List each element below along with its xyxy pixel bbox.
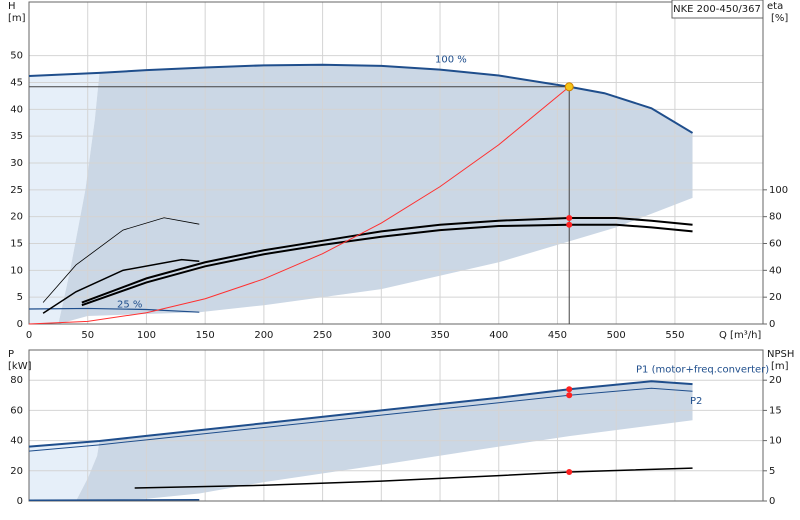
x-tick-label: 450	[548, 330, 567, 341]
x-tick-label: 150	[196, 330, 215, 341]
y-axis-unit: [kW]	[8, 361, 32, 372]
x-tick-label: 100	[137, 330, 156, 341]
y2-tick-label: 10	[769, 436, 782, 447]
y2-axis-label: NPSH	[767, 349, 794, 360]
operating-point	[566, 392, 573, 399]
y2-tick-label: 5	[769, 466, 775, 477]
y-tick-label: 60	[10, 405, 23, 416]
curve	[134, 467, 693, 489]
y-tick-label: 20	[10, 466, 23, 477]
operating-region	[29, 72, 100, 324]
y2-tick-label: 15	[769, 405, 782, 416]
x-tick-label: 550	[665, 330, 684, 341]
y-tick-label: 30	[10, 158, 23, 169]
x-tick-label: 250	[313, 330, 332, 341]
operating-point	[566, 386, 573, 393]
x-tick-label: 0	[26, 330, 32, 341]
y2-axis-unit: [m]	[771, 361, 789, 372]
y-tick-label: 45	[10, 78, 23, 89]
x-tick-label: 200	[254, 330, 273, 341]
curve	[42, 217, 200, 303]
curve-label: 100 %	[435, 55, 467, 66]
y-tick-label: 40	[10, 104, 23, 115]
y2-tick-label: 20	[769, 292, 782, 303]
y-tick-label: 0	[17, 496, 23, 507]
y-axis-unit: [m]	[8, 13, 26, 24]
y-tick-label: 50	[10, 51, 23, 62]
y-tick-label: 80	[10, 375, 23, 386]
y2-tick-label: 0	[769, 496, 775, 507]
y-axis-label: H	[8, 1, 16, 12]
y2-axis-label: eta	[767, 1, 783, 12]
y2-tick-label: 100	[769, 185, 788, 196]
x-tick-label: 350	[430, 330, 449, 341]
curve-label: P2	[690, 396, 702, 407]
x-tick-label: 400	[489, 330, 508, 341]
curve-label: P1 (motor+freq.converter)	[636, 364, 769, 375]
plot-frame	[28, 349, 764, 502]
badge-box	[671, 0, 764, 19]
operating-point	[564, 82, 574, 92]
x-axis-label: Q [m³/h]	[719, 330, 761, 341]
y-tick-label: 5	[17, 292, 23, 303]
plot-frame	[28, 1, 764, 325]
curve	[28, 387, 693, 452]
y2-tick-label: 60	[769, 239, 782, 250]
operating-point	[566, 221, 573, 228]
curve	[81, 217, 693, 304]
y-tick-label: 10	[10, 265, 23, 276]
curve	[28, 380, 693, 448]
y-tick-label: 35	[10, 131, 23, 142]
y2-tick-label: 0	[769, 319, 775, 330]
x-tick-label: 50	[81, 330, 94, 341]
x-tick-label: 500	[607, 330, 626, 341]
y2-axis-unit: [%]	[771, 13, 788, 24]
y-axis-label: P	[8, 349, 14, 360]
curve	[81, 223, 693, 307]
curve-label: 25 %	[117, 299, 142, 310]
curve	[28, 86, 570, 325]
curve	[28, 63, 694, 134]
x-tick-label: 300	[372, 330, 391, 341]
y2-tick-label: 20	[769, 375, 782, 386]
y-tick-label: 40	[10, 436, 23, 447]
y-tick-label: 0	[17, 319, 23, 330]
operating-point	[566, 215, 573, 222]
curve	[42, 258, 200, 314]
curve	[28, 307, 200, 313]
y2-tick-label: 80	[769, 212, 782, 223]
y-tick-label: 20	[10, 212, 23, 223]
y-tick-label: 15	[10, 239, 23, 250]
badge: NKE 200-450/367	[673, 4, 761, 15]
y-tick-label: 25	[10, 185, 23, 196]
y2-tick-label: 40	[769, 265, 782, 276]
operating-point	[566, 469, 573, 476]
